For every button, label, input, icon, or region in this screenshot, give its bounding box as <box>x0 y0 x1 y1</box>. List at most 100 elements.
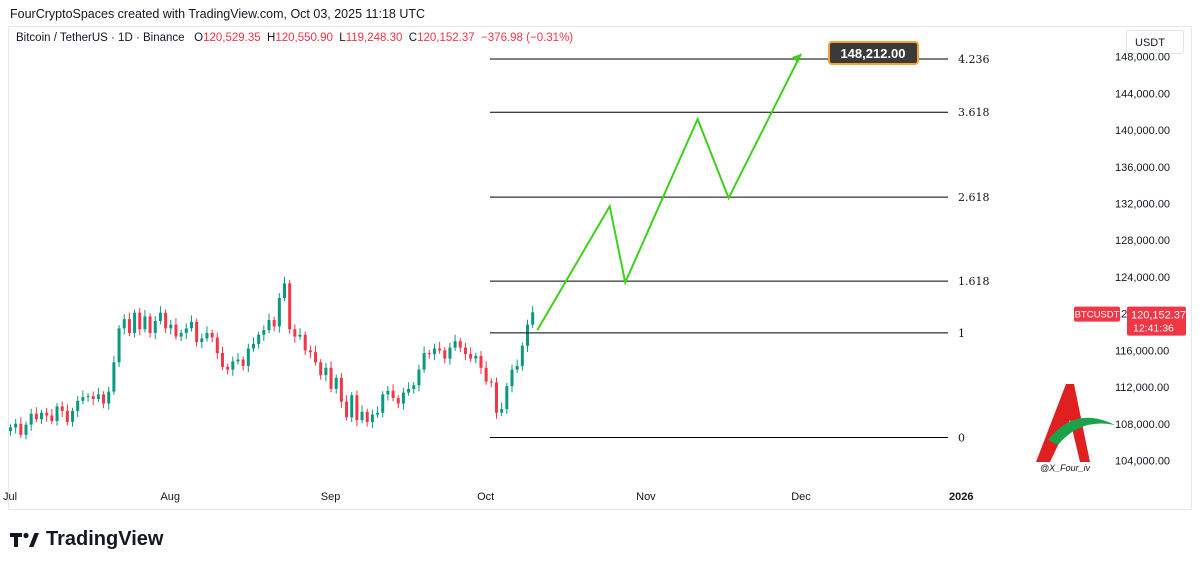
candle-body <box>396 398 400 404</box>
candle-body <box>169 324 173 329</box>
target-price-box <box>828 41 919 65</box>
candle-body <box>463 347 467 355</box>
candle-body <box>153 320 157 333</box>
symbol-name[interactable]: Bitcoin / TetherUS · 1D · Binance <box>16 32 185 44</box>
x-axis-tick-label: 2026 <box>949 491 973 503</box>
x-axis-tick-label: Jul <box>3 491 17 503</box>
low-label: L <box>339 32 346 44</box>
candle-body <box>102 394 106 404</box>
target-price-label: 148,212.00 <box>840 46 905 61</box>
fib-level-label: 4.236 <box>958 53 990 66</box>
candle-body <box>422 353 426 370</box>
candle-body <box>370 414 374 422</box>
candle-body <box>489 381 493 383</box>
candle-body <box>122 319 126 329</box>
candle-body <box>117 328 121 363</box>
candle-body <box>246 348 250 366</box>
candle-body <box>438 348 442 351</box>
candle-body <box>283 283 287 299</box>
candle-body <box>174 324 178 337</box>
candle-body <box>515 365 519 370</box>
candle-body <box>14 423 18 428</box>
candle-body <box>96 394 100 399</box>
fib-level-label: 1.618 <box>958 275 990 288</box>
candle-body <box>257 334 261 344</box>
candle-body <box>24 424 28 435</box>
candle-body <box>65 410 69 422</box>
candle-body <box>40 412 44 420</box>
candle-body <box>494 382 498 413</box>
candle-body <box>319 362 323 376</box>
candle-body <box>401 392 405 404</box>
y-axis-tick-label: 128,000.00 <box>1115 235 1170 247</box>
candle-body <box>386 390 390 395</box>
candle-body <box>210 332 214 338</box>
projection-path <box>536 53 802 331</box>
candle-body <box>505 386 509 410</box>
candle-body <box>34 413 38 420</box>
candle-body <box>148 316 152 333</box>
candle-body <box>76 400 80 411</box>
candle-body <box>138 312 142 330</box>
open-value: 120,529.35 <box>203 32 261 44</box>
candle-body <box>417 369 421 386</box>
tradingview-logo-icon <box>10 532 39 547</box>
candle-body <box>298 334 302 337</box>
y-axis-tick-label: 148,000.00 <box>1115 52 1170 64</box>
x-axis-tick-label: Oct <box>477 491 494 503</box>
candle-body <box>407 388 411 393</box>
x-axis-tick-label: Aug <box>160 491 180 503</box>
candle-body <box>339 377 343 402</box>
candle-body <box>112 362 116 392</box>
candle-body <box>91 396 95 399</box>
candle-body <box>510 369 514 387</box>
candle-body <box>526 324 529 346</box>
candle-body <box>143 316 147 330</box>
candle-body <box>220 353 224 367</box>
author-handle: @X_Four_iv <box>1040 463 1091 473</box>
currency-button[interactable]: USDT <box>1126 30 1184 54</box>
candle-body <box>277 298 281 327</box>
close-value: 120,152.37 <box>417 32 475 44</box>
candle-body <box>293 329 297 337</box>
candle-body <box>381 394 385 413</box>
ticker-tag <box>1074 306 1120 322</box>
y-axis-tick-label: 132,000.00 <box>1115 199 1170 211</box>
candle-body <box>334 377 338 389</box>
y-axis-tick-label: 108,000.00 <box>1115 419 1170 431</box>
candle-body <box>427 353 431 355</box>
candle-body <box>453 341 457 348</box>
candle-body <box>184 328 188 333</box>
high-label: H <box>267 32 276 44</box>
candle-body <box>443 350 447 359</box>
ticker-tag-label: BTCUSDT <box>1075 310 1120 321</box>
symbol-legend: Bitcoin / TetherUS · 1D · Binance O120,5… <box>16 32 573 44</box>
candle-body <box>479 355 483 368</box>
candle-body <box>179 332 183 337</box>
open-label: O <box>194 32 204 44</box>
brand-name: TradingView <box>46 528 164 550</box>
candle-body <box>19 423 23 435</box>
candle-body <box>50 415 54 422</box>
candle-body <box>412 385 416 389</box>
candle-body <box>231 361 235 370</box>
candle-body <box>133 312 137 333</box>
candle-body <box>86 396 90 398</box>
candle-body <box>432 348 436 355</box>
candle-body <box>308 350 312 353</box>
candle-body <box>360 411 364 421</box>
tradingview-logo[interactable]: TradingView <box>10 528 163 551</box>
arrow-head-icon <box>792 53 802 63</box>
candle-body <box>158 312 162 321</box>
candle-body <box>251 343 255 349</box>
y-axis-tick-label: 124,000.00 <box>1115 272 1170 284</box>
candle-body <box>350 395 354 418</box>
x-axis-tick-label: Sep <box>321 491 341 503</box>
candle-body <box>226 366 230 370</box>
candle-body <box>314 352 318 363</box>
candle-body <box>164 312 168 329</box>
candle-body <box>45 412 49 416</box>
low-value: 119,248.30 <box>345 32 403 44</box>
author-logo-icon <box>1036 384 1090 462</box>
